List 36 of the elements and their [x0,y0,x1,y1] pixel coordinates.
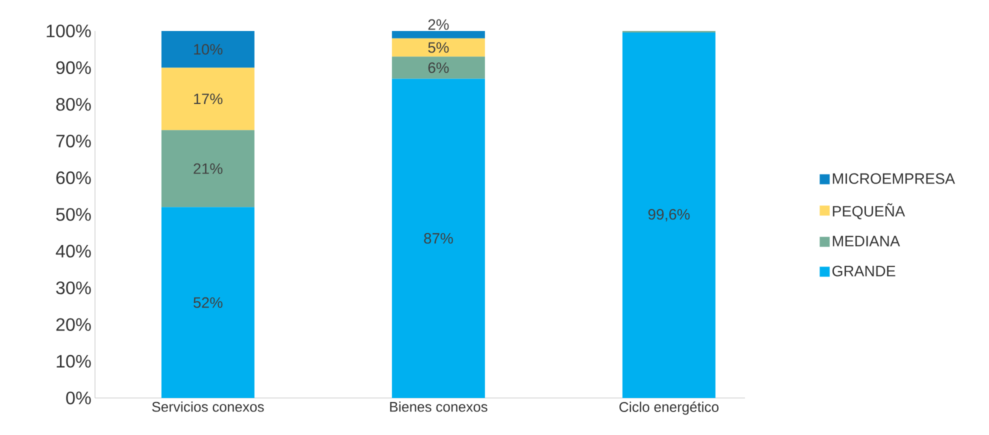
bar [161,130,254,208]
x-tick-label: Bienes conexos [390,402,488,412]
data-label: 2% [428,19,449,30]
data-label: 6% [428,62,449,73]
y-tick-label: 70% [56,134,91,148]
y-tick-label: 20% [56,318,91,331]
y-tick-label: 10% [56,354,91,368]
x-tick-label: Servicios conexos [152,402,264,412]
bar [622,32,716,398]
data-label: 52% [194,297,222,308]
y-tick-label: 100% [46,24,91,38]
y-tick-label: 50% [56,208,91,221]
y-tick-label: 0% [66,392,91,404]
y-tick-label: 90% [56,61,91,74]
y-tick-label: 40% [56,244,91,258]
bar [392,56,485,79]
legend-label: PEQUEÑA [832,203,906,220]
bar [161,30,254,68]
legend-label: MICROEMPRESA [832,173,956,184]
bar [161,207,254,398]
data-label: 21% [194,163,222,174]
data-label: 5% [428,42,449,53]
x-tick-label: Ciclo energético [619,402,719,415]
data-label: 99,6% [648,209,690,222]
legend-label: MEDIANA [832,236,900,246]
data-label: 17% [194,94,222,104]
bar [392,30,485,38]
legend-label: GRANDE [832,266,896,276]
data-label: 10% [194,44,222,55]
y-tick-label: 30% [56,282,91,294]
y-tick-label: 80% [56,98,91,111]
bar [392,78,485,398]
bar [392,38,485,57]
data-label: 87% [424,233,453,244]
y-tick-label: 60% [56,171,91,184]
bar [161,68,254,130]
